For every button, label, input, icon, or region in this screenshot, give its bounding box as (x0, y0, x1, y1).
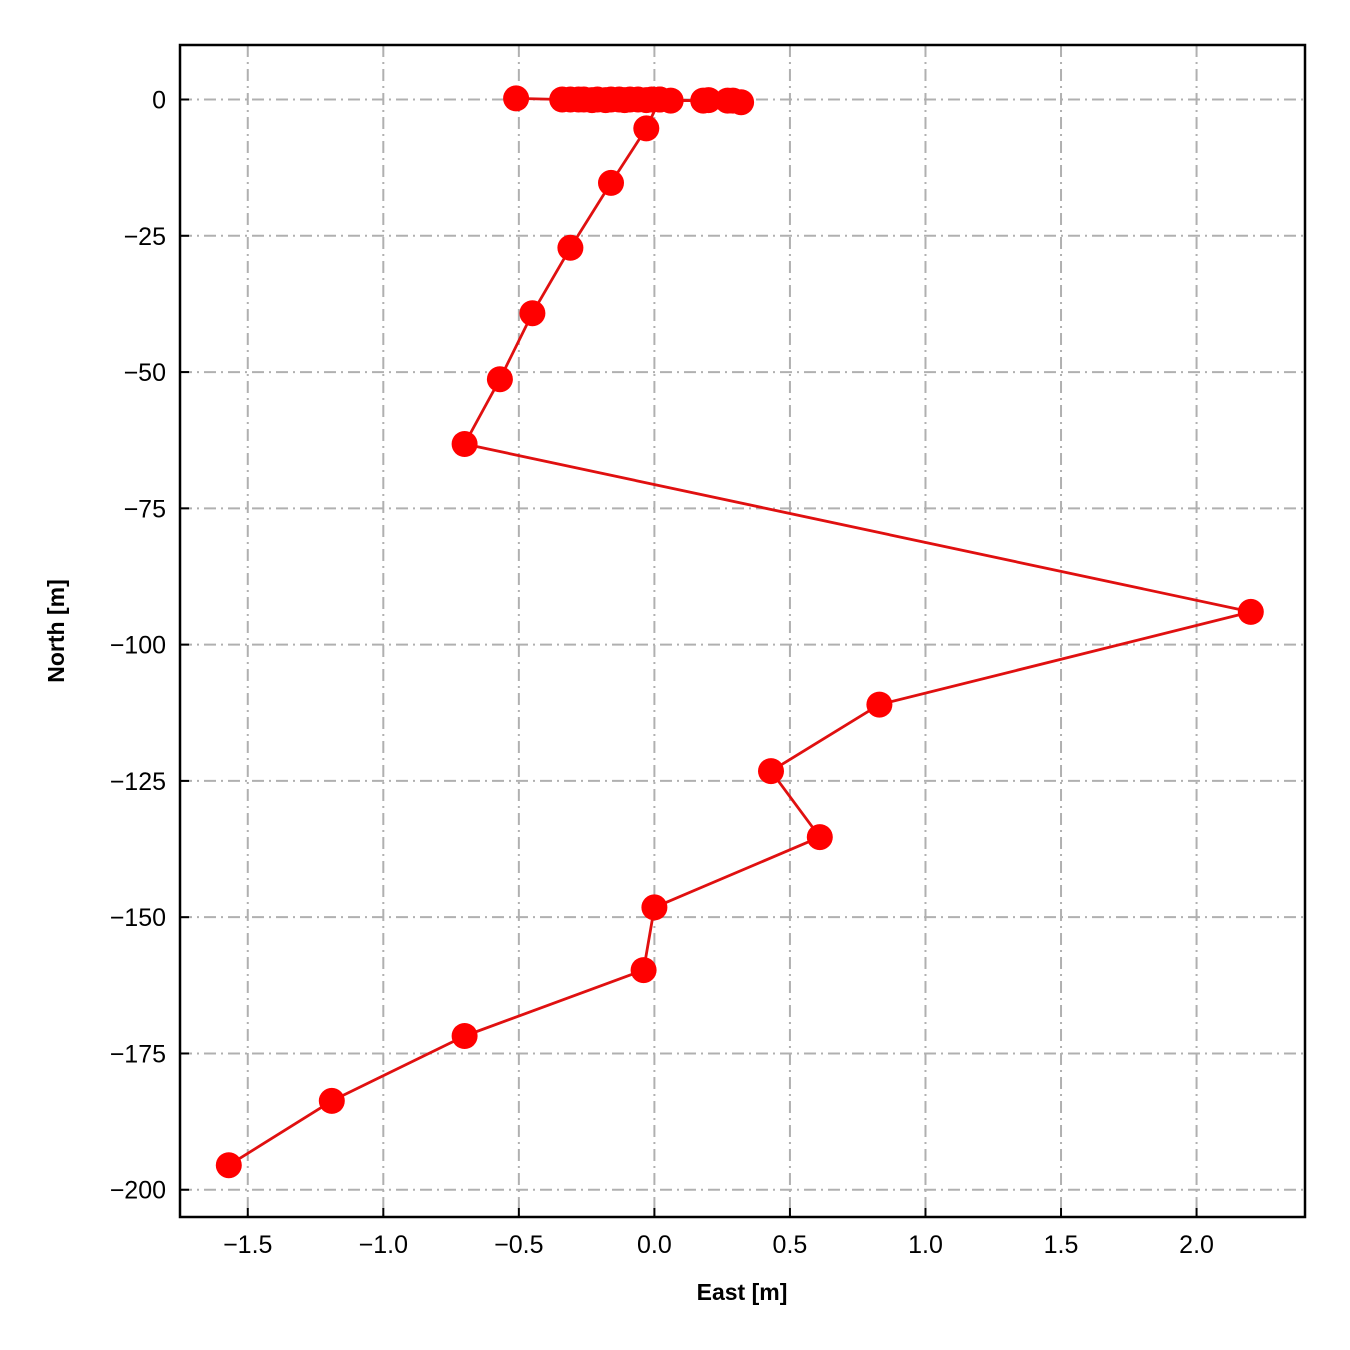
data-point (598, 169, 624, 196)
plot-frame (178, 43, 1307, 1219)
x-tick-label: −1.0 (359, 1231, 408, 1259)
data-point (451, 1023, 478, 1049)
data-point (646, 86, 673, 113)
data-point (641, 894, 668, 921)
y-tick-label: −200 (110, 1177, 166, 1205)
y-tick-label: −100 (110, 632, 166, 660)
data-point (215, 1152, 242, 1179)
data-point (758, 758, 784, 785)
x-tick-label: 2.0 (1179, 1231, 1214, 1259)
data-point (557, 234, 584, 261)
y-tick-label: −150 (110, 904, 166, 932)
data-point (633, 115, 660, 142)
data-point (1237, 598, 1264, 625)
data-point (866, 691, 893, 718)
data-point (451, 431, 478, 457)
grid (180, 45, 1305, 1217)
x-tick-label: 1.0 (908, 1231, 943, 1259)
axis-ticks: −1.5 −1.0 −0.5 0.0 0.5 1.0 1.5 2.0 0 −25 −50 −75 −10… (110, 87, 1214, 1259)
y-tick-label: −50 (124, 359, 166, 387)
data-point (318, 1087, 345, 1114)
y-tick-label: −75 (124, 495, 166, 523)
y-axis-label: North [m] (43, 579, 69, 682)
y-tick-label: −25 (124, 223, 166, 251)
x-tick-label: 0.0 (637, 1231, 672, 1259)
y-tick-label: −175 (110, 1040, 166, 1068)
x-tick-label: −0.5 (494, 1231, 543, 1259)
data-series (215, 85, 1264, 1179)
x-tick-label: 0.5 (773, 1231, 808, 1259)
x-axis-label: East [m] (697, 1279, 788, 1305)
data-point (695, 87, 722, 114)
x-tick-label: −1.5 (223, 1231, 272, 1259)
data-point (630, 957, 657, 984)
x-tick-label: 1.5 (1044, 1231, 1079, 1259)
data-point (806, 824, 833, 851)
y-tick-label: −125 (110, 768, 166, 796)
data-point (519, 300, 546, 327)
series-line (228, 97, 1253, 1167)
y-tick-label: 0 (152, 87, 166, 115)
data-point (486, 366, 513, 393)
data-point (728, 89, 755, 116)
data-point (503, 85, 530, 112)
